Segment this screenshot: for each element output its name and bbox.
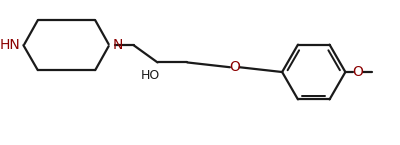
Text: O: O <box>229 60 240 74</box>
Text: N: N <box>112 38 123 52</box>
Text: HO: HO <box>140 69 160 82</box>
Text: O: O <box>352 65 363 79</box>
Text: HN: HN <box>0 38 20 52</box>
